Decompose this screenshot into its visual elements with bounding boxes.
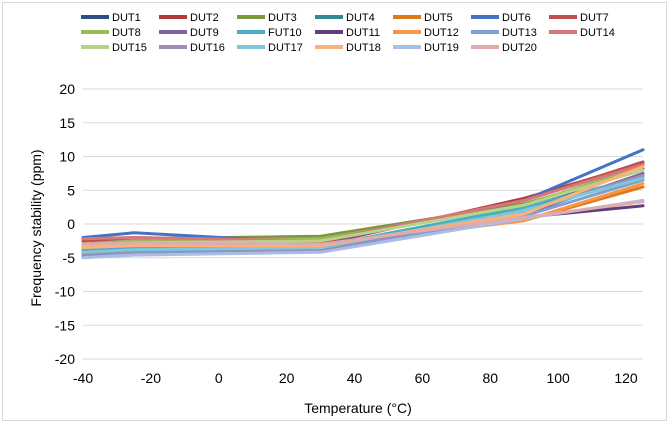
legend-label: DUT12 — [424, 27, 459, 39]
y-tick-label: -15 — [55, 317, 75, 333]
series-lines — [81, 148, 645, 260]
legend-label: DUT3 — [268, 12, 297, 24]
x-tick-label: 100 — [546, 370, 570, 386]
line-chart: DUT1 DUT2 DUT3 DUT4 DUT5 DUT6 DUT7 DUT8 DUT9 FUT1… — [28, 12, 645, 416]
legend-label: DUT18 — [346, 42, 381, 54]
x-tick-label: 120 — [614, 370, 638, 386]
legend-label: DUT5 — [424, 12, 453, 24]
y-tick-label: 15 — [59, 115, 75, 131]
legend-label: DUT6 — [502, 12, 531, 24]
x-axis-title: Temperature (°C) — [304, 400, 412, 416]
y-tick-label: 0 — [67, 216, 75, 232]
legend: DUT1 DUT2 DUT3 DUT4 DUT5 DUT6 DUT7 DUT8 DUT9 FUT1… — [81, 12, 615, 54]
y-tick-label: 5 — [67, 182, 75, 198]
legend-label: DUT14 — [580, 27, 615, 39]
y-tick-label: 20 — [59, 81, 75, 97]
legend-label: DUT9 — [190, 27, 219, 39]
x-tick-label: 60 — [415, 370, 431, 386]
y-tick-label: 10 — [59, 149, 75, 165]
y-axis-title: Frequency stability (ppm) — [28, 149, 44, 306]
legend-label: FUT10 — [268, 27, 302, 39]
series-line-dut20 — [81, 200, 645, 246]
legend-label: DUT8 — [112, 27, 141, 39]
x-tick-label: 0 — [215, 370, 223, 386]
legend-label: DUT15 — [112, 42, 147, 54]
x-tick-label: 80 — [482, 370, 498, 386]
legend-label: DUT4 — [346, 12, 375, 24]
legend-label: DUT7 — [580, 12, 609, 24]
chart-frame: DUT1 DUT2 DUT3 DUT4 DUT5 DUT6 DUT7 DUT8 DUT9 FUT1… — [2, 2, 667, 421]
x-tick-label: 20 — [279, 370, 295, 386]
legend-label: DUT2 — [190, 12, 219, 24]
y-axis-ticks: 20 15 10 5 0 -5 -10 -15 -20 — [55, 81, 75, 367]
legend-label: DUT11 — [346, 27, 380, 39]
gridlines — [83, 88, 643, 360]
x-axis-ticks: -40 -20 0 20 40 60 80 100 120 — [73, 370, 638, 386]
legend-label: DUT17 — [268, 42, 303, 54]
x-tick-label: -20 — [141, 370, 161, 386]
legend-label: DUT20 — [502, 42, 537, 54]
legend-label: DUT13 — [502, 27, 537, 39]
x-tick-label: -40 — [73, 370, 93, 386]
legend-label: DUT1 — [112, 12, 141, 24]
legend-label: DUT19 — [424, 42, 459, 54]
y-tick-label: -20 — [55, 351, 75, 367]
y-tick-label: -10 — [55, 284, 75, 300]
x-tick-label: 40 — [347, 370, 363, 386]
y-tick-label: -5 — [63, 250, 76, 266]
legend-label: DUT16 — [190, 42, 225, 54]
